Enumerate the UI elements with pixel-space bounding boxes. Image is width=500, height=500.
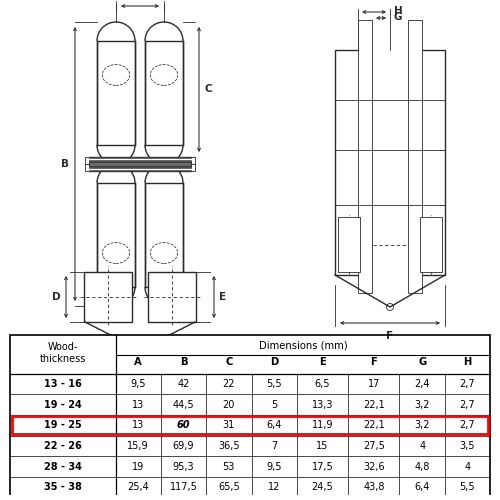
- Text: B: B: [61, 159, 69, 169]
- Text: 3,2: 3,2: [414, 420, 430, 430]
- Bar: [358, 20, 372, 293]
- Text: D: D: [270, 357, 278, 367]
- Text: 6,4: 6,4: [266, 420, 282, 430]
- Text: 9,5: 9,5: [130, 379, 146, 389]
- Text: 4: 4: [419, 441, 425, 451]
- Text: 4: 4: [464, 462, 470, 471]
- Text: 13,3: 13,3: [312, 400, 333, 409]
- Text: 4,8: 4,8: [414, 462, 430, 471]
- Text: 20: 20: [222, 400, 235, 409]
- Text: 6,5: 6,5: [314, 379, 330, 389]
- Text: 15,9: 15,9: [128, 441, 149, 451]
- Text: 27,5: 27,5: [363, 441, 385, 451]
- Text: 9,5: 9,5: [266, 462, 282, 471]
- Text: 5,5: 5,5: [460, 482, 475, 492]
- Bar: [338, 217, 360, 272]
- Bar: [417, 50, 445, 275]
- Text: 2,7: 2,7: [460, 400, 475, 409]
- Bar: [145, 183, 183, 287]
- Text: 13: 13: [132, 420, 144, 430]
- Bar: [85, 157, 195, 164]
- Text: 2,7: 2,7: [460, 379, 475, 389]
- Bar: [85, 164, 195, 171]
- Text: 11,9: 11,9: [312, 420, 333, 430]
- Text: E: E: [319, 357, 326, 367]
- Text: 36,5: 36,5: [218, 441, 240, 451]
- Text: 35 - 38: 35 - 38: [44, 482, 82, 492]
- Text: 65,5: 65,5: [218, 482, 240, 492]
- Text: 53: 53: [222, 462, 235, 471]
- Text: 22,1: 22,1: [363, 420, 384, 430]
- Text: 60: 60: [177, 420, 190, 430]
- Text: 19: 19: [132, 462, 144, 471]
- Text: 3,5: 3,5: [460, 441, 475, 451]
- Text: E: E: [219, 292, 226, 302]
- Text: B: B: [180, 357, 188, 367]
- Text: C: C: [225, 357, 232, 367]
- Bar: [148, 272, 196, 322]
- Text: 22: 22: [222, 379, 235, 389]
- Text: F: F: [370, 357, 377, 367]
- Text: H: H: [464, 357, 471, 367]
- Text: 2,4: 2,4: [414, 379, 430, 389]
- Text: 117,5: 117,5: [170, 482, 198, 492]
- Text: 12: 12: [268, 482, 280, 492]
- Text: H: H: [394, 6, 403, 16]
- Text: D: D: [52, 292, 61, 302]
- Text: 17: 17: [368, 379, 380, 389]
- Text: 28 - 34: 28 - 34: [44, 462, 82, 471]
- Text: 17,5: 17,5: [312, 462, 334, 471]
- Text: 15: 15: [316, 441, 328, 451]
- Bar: [335, 50, 363, 275]
- Text: A: A: [134, 357, 142, 367]
- Text: 44,5: 44,5: [172, 400, 195, 409]
- Text: Dimensions (mm): Dimensions (mm): [258, 340, 347, 350]
- Text: 13: 13: [132, 400, 144, 409]
- Text: G: G: [394, 12, 402, 22]
- Text: 2,7: 2,7: [460, 420, 475, 430]
- Text: 31: 31: [222, 420, 235, 430]
- Bar: [89, 162, 191, 166]
- Text: 95,3: 95,3: [172, 462, 195, 471]
- Text: 13 - 16: 13 - 16: [44, 379, 82, 389]
- Bar: [89, 157, 191, 171]
- Bar: [408, 20, 422, 293]
- Text: 5,5: 5,5: [266, 379, 282, 389]
- Text: 3,2: 3,2: [414, 400, 430, 409]
- Text: 43,8: 43,8: [363, 482, 384, 492]
- Text: C: C: [204, 84, 212, 94]
- Bar: [420, 217, 442, 272]
- Bar: [12, 416, 488, 434]
- Text: F: F: [386, 331, 394, 341]
- Bar: [97, 41, 135, 145]
- Text: 19 - 25: 19 - 25: [44, 420, 82, 430]
- Text: 69,9: 69,9: [173, 441, 195, 451]
- Text: Wood-
thickness: Wood- thickness: [40, 342, 86, 363]
- Text: A: A: [136, 0, 144, 2]
- Text: 22,1: 22,1: [363, 400, 384, 409]
- Text: 19 - 24: 19 - 24: [44, 400, 82, 409]
- Text: G: G: [418, 357, 426, 367]
- Bar: [97, 183, 135, 287]
- Bar: [145, 41, 183, 145]
- Bar: [84, 272, 132, 322]
- Text: 24,5: 24,5: [312, 482, 334, 492]
- Text: 32,6: 32,6: [363, 462, 384, 471]
- Text: 7: 7: [271, 441, 278, 451]
- Text: 42: 42: [178, 379, 190, 389]
- Text: 5: 5: [271, 400, 278, 409]
- Text: 22 - 26: 22 - 26: [44, 441, 82, 451]
- Text: 25,4: 25,4: [128, 482, 149, 492]
- Text: 6,4: 6,4: [414, 482, 430, 492]
